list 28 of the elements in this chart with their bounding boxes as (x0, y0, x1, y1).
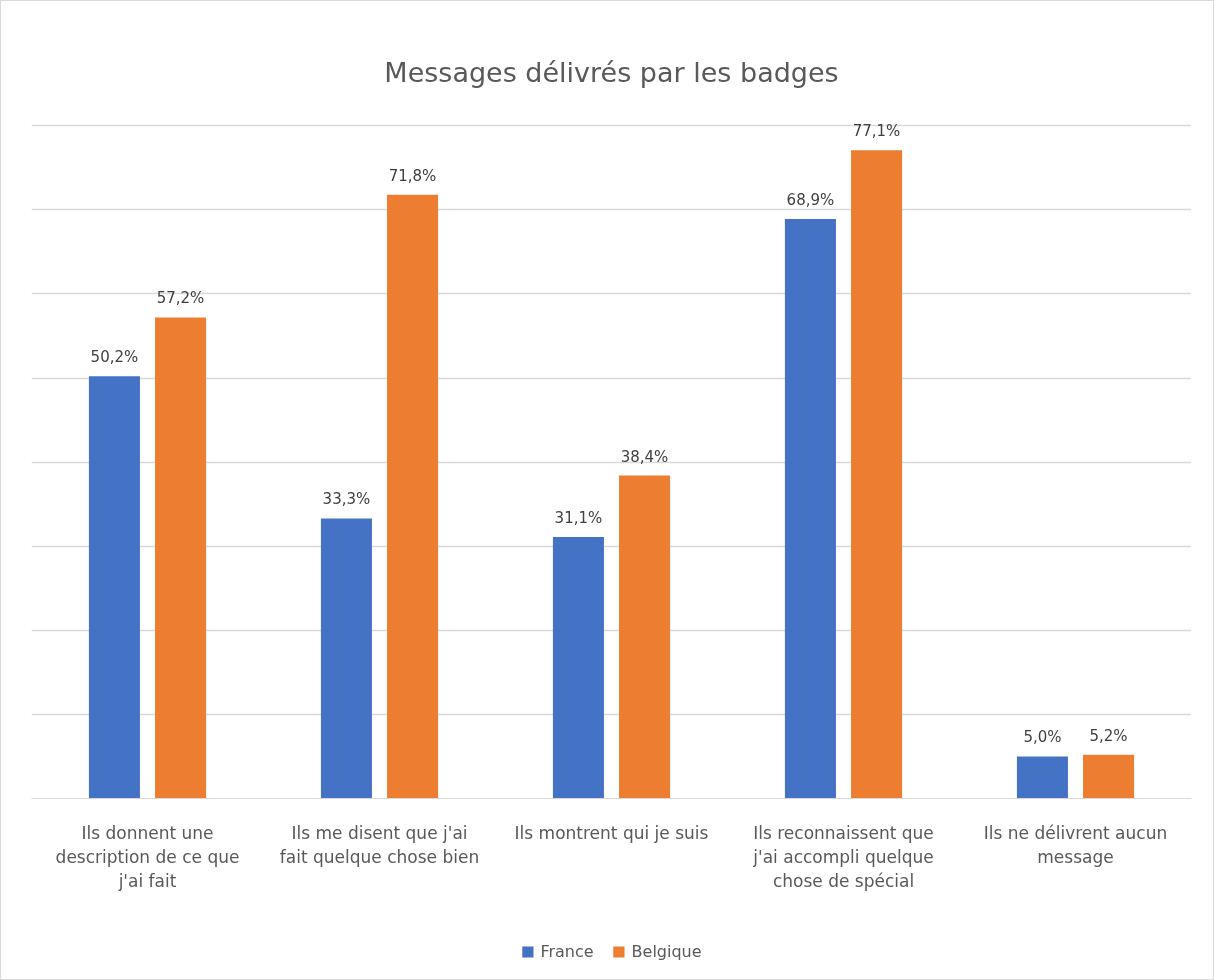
bar (320, 518, 372, 799)
bar (387, 194, 439, 799)
data-label: 5,0% (1023, 728, 1062, 747)
bar (1083, 754, 1135, 799)
bar (88, 376, 140, 799)
data-label: 68,9% (786, 191, 835, 210)
data-label: 33,3% (322, 490, 371, 509)
data-label: 31,1% (554, 508, 603, 527)
data-label: 38,4% (620, 447, 669, 466)
bar (851, 150, 903, 799)
bar (1016, 756, 1068, 799)
x-tick-label: Ils reconnaissent que j'ai accompli quelque chose de spécial (752, 822, 934, 891)
data-label: 77,1% (852, 122, 901, 141)
x-tick-label: Ils montrent qui je suis (514, 822, 709, 843)
bar (552, 536, 604, 799)
x-tick-label: Ils donnent une description de ce que j'ai fait (55, 822, 240, 891)
data-label: 71,8% (388, 166, 437, 185)
legend-label: France (540, 941, 594, 961)
bar (619, 475, 671, 799)
chart-title: Messages délivrés par les badges (384, 56, 839, 88)
data-label: 57,2% (156, 289, 205, 308)
data-label: 5,2% (1089, 726, 1128, 745)
bar (784, 219, 836, 799)
x-tick-label: Ils me disent que j'ai fait quelque chose bien (279, 822, 480, 867)
data-label: 50,2% (90, 348, 139, 367)
legend-label: Belgique (631, 941, 702, 961)
bar (155, 317, 207, 799)
x-tick-label: Ils ne délivrent aucun message (983, 822, 1168, 867)
